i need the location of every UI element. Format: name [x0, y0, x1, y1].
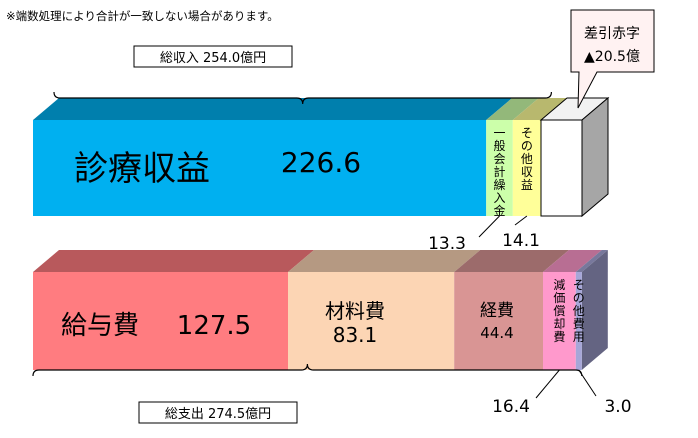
exp-overhead-top: [454, 250, 569, 272]
revenue-total: 総収入 254.0億円: [133, 45, 293, 68]
rev-other-value: 14.1: [502, 231, 540, 251]
revenue-total-box: [133, 45, 293, 68]
exp-salary-name: 給与費: [61, 311, 139, 341]
exp-depreciation-bar: [543, 272, 576, 370]
expense-total-box: [138, 401, 298, 424]
exp-overhead-value: 44.4: [480, 324, 513, 342]
deficit-callout: 差引赤字 ▲20.5億: [570, 9, 655, 109]
deficit-label: 差引赤字: [584, 26, 640, 42]
revenue-bar: 診療収益 226.6 一般会計繰入金 13.3 その他収益 14.1: [33, 91, 610, 254]
rev-general-value: 13.3: [428, 234, 466, 254]
rev-medical-bar: [33, 120, 487, 216]
expense-total: 総支出 274.5億円: [138, 401, 298, 424]
revenue-brace: [53, 91, 552, 105]
exp-salary-value: 127.5: [177, 311, 251, 341]
rev-general-bar: [486, 120, 513, 216]
exp-material-value: 83.1: [333, 323, 378, 347]
rev-other-top: [512, 98, 567, 120]
exp-depreciation-name: 減価償却費: [553, 277, 565, 344]
exp-other-top: [575, 250, 608, 272]
rev-other-bar: [512, 120, 541, 216]
rev-medical-value: 226.6: [281, 146, 361, 179]
exp-material-bar: [288, 272, 455, 370]
expense-total-label: 総支出 274.5億円: [165, 406, 271, 422]
exp-depreciation-leader: [535, 369, 560, 399]
rev-medical-name: 診療収益: [74, 149, 210, 189]
exp-other-name: その他費用: [573, 278, 585, 344]
deficit-callout-box: [570, 9, 655, 109]
expense-brace: [32, 363, 583, 377]
deficit-gap: [540, 119, 583, 217]
rev-general-top: [486, 98, 539, 120]
rev-general-leader: [478, 215, 500, 238]
exp-depreciation-value: 16.4: [492, 397, 530, 417]
revenue-total-label: 総収入 254.0億円: [160, 50, 266, 66]
exp-salary-top: [33, 250, 314, 272]
exp-other-bar: [575, 272, 582, 370]
exp-overhead-name: 経費: [480, 301, 514, 321]
deficit-value: ▲20.5億: [584, 49, 640, 65]
exp-salary-bar: [33, 272, 288, 370]
rev-medical-top: [33, 98, 513, 120]
exp-depreciation-top: [543, 250, 602, 272]
rev-other-name: その他収益: [521, 126, 533, 192]
rev-general-name: 一般会計繰入金: [493, 126, 505, 218]
exp-material-top: [288, 250, 481, 272]
exp-other-value: 3.0: [604, 397, 631, 417]
expense-bar-side: [581, 250, 608, 370]
exp-material-name: 材料費: [325, 299, 385, 323]
rounding-note: ※端数処理により合計が一致しない場合があります。: [6, 9, 279, 23]
exp-overhead-bar: [454, 272, 543, 370]
rev-other-leader: [514, 215, 528, 226]
